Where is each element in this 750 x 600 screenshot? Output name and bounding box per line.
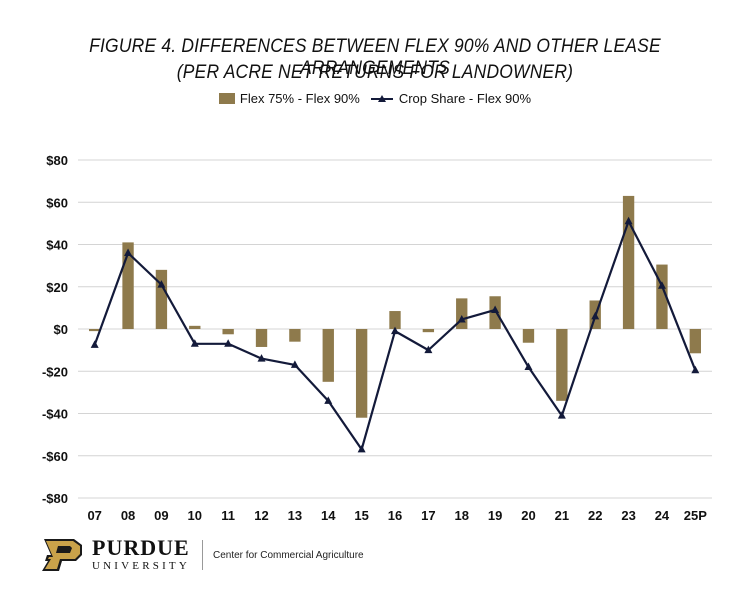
legend-swatch-bar <box>218 93 235 104</box>
legend-label-flex75: Flex 75% - Flex 90% <box>239 91 360 106</box>
x-tick-label: 12 <box>254 508 268 523</box>
chart-title-line1: FIGURE 4. DIFFERENCES BETWEEN FLEX 90% A… <box>89 36 661 79</box>
footer-divider <box>202 540 203 570</box>
x-tick-label: 11 <box>221 508 235 523</box>
bar <box>456 298 468 329</box>
line-point <box>457 314 466 323</box>
brand-sub: UNIVERSITY <box>92 560 190 572</box>
x-tick-label: 07 <box>87 508 101 523</box>
x-tick-label: 20 <box>521 508 535 523</box>
bar <box>222 329 234 335</box>
chart-title-line2: (PER ACRE NET RETURNS FOR LANDOWNER) <box>176 62 574 83</box>
line-point <box>124 248 133 256</box>
center-name: Center for Commercial Agriculture <box>213 549 364 561</box>
line-point <box>257 354 266 362</box>
bar <box>189 325 201 329</box>
x-tick-label: 10 <box>188 508 202 523</box>
x-tick-label: 15 <box>354 508 368 523</box>
bar <box>322 329 334 382</box>
y-tick-label: $40 <box>46 238 68 253</box>
x-tick-label: 09 <box>154 508 168 523</box>
line-point <box>424 345 433 354</box>
series-line <box>93 220 697 451</box>
x-tick-label: 19 <box>488 508 502 523</box>
bar <box>89 329 101 332</box>
line-point <box>557 411 566 419</box>
line-point <box>90 340 99 348</box>
y-tick-label: $80 <box>46 153 68 168</box>
line-point <box>391 326 399 335</box>
y-tick-label: -$60 <box>42 449 68 464</box>
purdue-p-logo-icon <box>42 539 82 571</box>
line-point <box>657 281 666 289</box>
legend-swatch-line <box>370 94 393 102</box>
bar <box>689 329 701 354</box>
x-tick-label: 13 <box>288 508 302 523</box>
x-tick-label: 22 <box>588 508 602 523</box>
bar <box>522 329 535 343</box>
y-tick-label: -$40 <box>42 407 68 422</box>
y-tick-label: -$80 <box>42 491 68 506</box>
x-tick-label: 25P <box>684 508 707 523</box>
x-tick-label: 17 <box>421 508 435 523</box>
x-tick-label: 08 <box>121 508 135 523</box>
line-point <box>190 339 199 347</box>
chart-legend: Flex 75% - Flex 90% Crop Share - Flex 90… <box>0 91 750 106</box>
line-point <box>324 396 333 404</box>
line-point <box>691 365 700 374</box>
y-tick-label: -$20 <box>42 364 68 379</box>
line-point <box>591 311 600 320</box>
bar <box>656 264 668 329</box>
bar <box>122 242 134 329</box>
line-point <box>224 339 233 347</box>
legend-label-cropshare: Crop Share - Flex 90% <box>398 91 532 106</box>
legend-item-cropshare: Crop Share - Flex 90% <box>370 91 531 106</box>
brand-name: PURDUE <box>92 535 190 560</box>
footer-branding: PURDUE UNIVERSITY Center for Commercial … <box>40 537 364 573</box>
bar <box>389 311 401 329</box>
x-tick-label: 16 <box>388 508 402 523</box>
x-tick-label: 24 <box>655 508 670 523</box>
line-point <box>624 216 633 225</box>
y-tick-label: $60 <box>46 195 68 210</box>
purdue-brand: PURDUE UNIVERSITY <box>92 537 190 573</box>
y-tick-label: $0 <box>54 322 68 337</box>
line-point <box>524 362 533 371</box>
line-point <box>157 280 166 288</box>
line-point <box>290 360 299 368</box>
x-tick-label: 21 <box>555 508 569 523</box>
bar <box>289 329 301 342</box>
legend-item-flex75: Flex 75% - Flex 90% <box>218 91 360 106</box>
line-point <box>357 444 366 453</box>
bar <box>155 269 168 329</box>
bar <box>622 195 635 329</box>
bar <box>422 329 435 333</box>
y-tick-label: $20 <box>46 280 68 295</box>
bar <box>556 329 568 401</box>
bar <box>255 329 268 347</box>
bar <box>355 329 368 418</box>
x-tick-label: 18 <box>455 508 469 523</box>
x-tick-label: 14 <box>321 508 336 523</box>
line-point <box>491 305 500 313</box>
x-tick-label: 23 <box>621 508 635 523</box>
